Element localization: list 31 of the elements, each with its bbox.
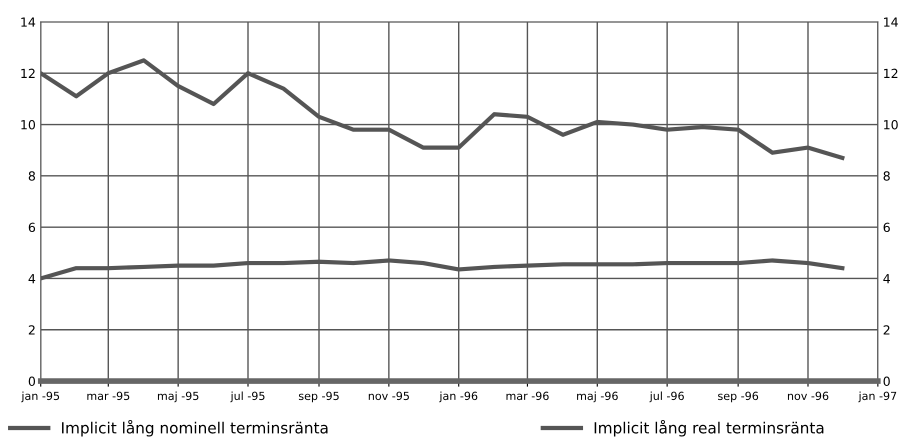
- y-tick-label: 6: [28, 222, 36, 232]
- x-tick-label: nov -96: [788, 392, 828, 400]
- y2-tick-label: 12: [884, 68, 898, 78]
- x-tick-label: mar -96: [506, 392, 549, 400]
- y-tick-label: 4: [28, 274, 36, 284]
- x-tick-label: sep -95: [298, 392, 339, 402]
- y2-tick-label: 0: [884, 376, 890, 386]
- x-tick-label: jan -97: [858, 391, 896, 402]
- y-tick-label: 8: [28, 171, 36, 181]
- y-tick-label: 0: [28, 376, 36, 386]
- x-tick-label: jan -95: [21, 391, 60, 402]
- y2-tick-label: 6: [884, 222, 890, 232]
- y2-tick-label: 4: [883, 274, 890, 284]
- legend-label: Implicit lång real terminsränta: [594, 420, 824, 437]
- x-tick-label: jul -96: [649, 391, 684, 402]
- x-tick-label: jan -96: [439, 391, 478, 402]
- y-tick-label: 2: [28, 325, 35, 334]
- y-tick-label: 12: [21, 68, 35, 78]
- y2-tick-label: 2: [884, 325, 890, 334]
- x-tick-label: jul -95: [230, 391, 264, 402]
- y2-tick-label: 10: [884, 120, 898, 130]
- y2-tick-label: 14: [884, 18, 898, 27]
- y-tick-label: 10: [21, 120, 36, 130]
- x-tick-label: mar -95: [87, 392, 130, 400]
- x-tick-label: nov -95: [368, 392, 409, 400]
- x-tick-label: maj -96: [577, 391, 618, 402]
- y-tick-label: 14: [21, 18, 36, 27]
- x-tick-label: sep -96: [718, 392, 758, 402]
- x-tick-label: maj -95: [158, 391, 198, 402]
- y2-tick-label: 8: [884, 171, 890, 181]
- legend-label: Implicit lång nominell terminsränta: [62, 420, 328, 437]
